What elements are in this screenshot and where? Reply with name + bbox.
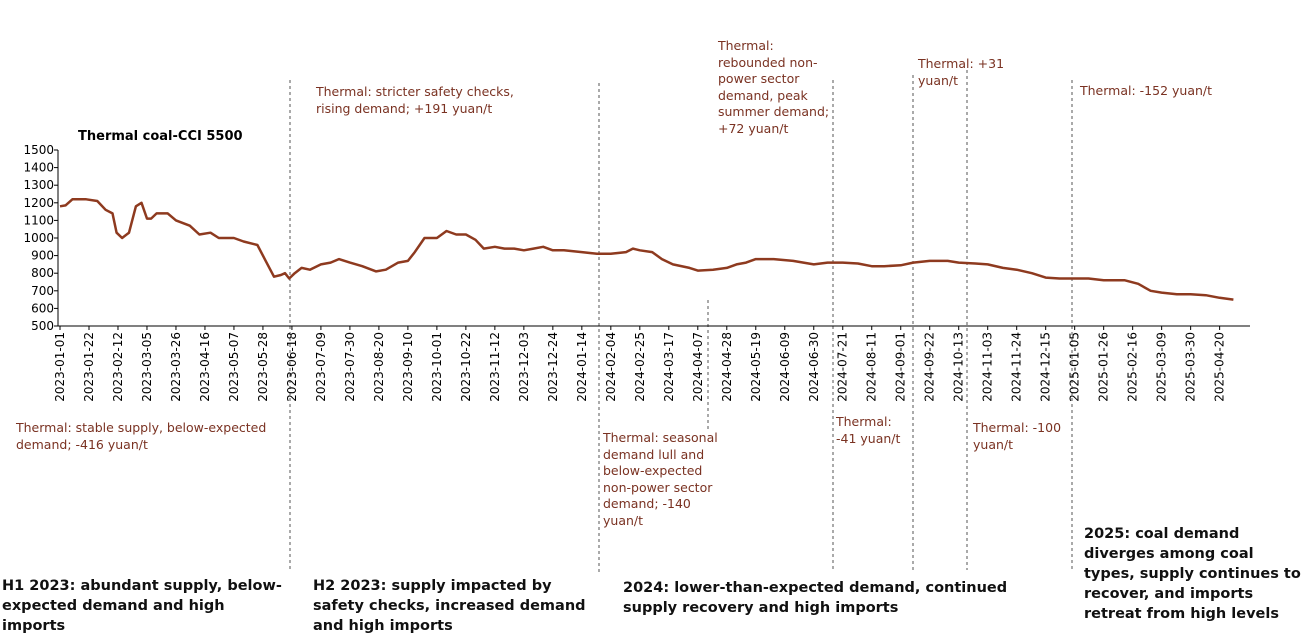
x-tick-label: 2023-01-22: [82, 332, 96, 402]
x-tick-label: 2025-01-26: [1097, 332, 1111, 402]
y-tick-label: 1100: [23, 213, 54, 227]
x-tick-label: 2024-06-09: [778, 332, 792, 402]
y-tick-label: 1300: [23, 178, 54, 192]
x-tick-label: 2023-12-24: [546, 332, 560, 402]
y-tick-label: 1000: [23, 231, 54, 245]
x-tick-label: 2025-04-20: [1213, 332, 1227, 402]
annotation: Thermal: -41 yuan/t: [836, 414, 901, 446]
series-line: [59, 198, 1234, 301]
x-tick-label: 2025-01-05: [1068, 332, 1082, 402]
x-tick-label: 2024-02-25: [633, 332, 647, 402]
x-tick-label: 2023-04-16: [198, 332, 212, 402]
y-tick-label: 1500: [23, 143, 54, 157]
annotation: Thermal: stricter safety checks, rising …: [316, 84, 514, 116]
x-tick-label: 2024-06-30: [807, 332, 821, 402]
period-label: H1 2023: abundant supply, below-expected…: [2, 578, 282, 634]
y-tick-label: 900: [31, 249, 54, 263]
x-tick-label: 2024-04-07: [691, 332, 705, 402]
y-tick-label: 800: [31, 266, 54, 280]
annotation: Thermal: -152 yuan/t: [1080, 83, 1213, 98]
x-tick-label: 2025-02-16: [1126, 332, 1140, 402]
x-tick-label: 2023-05-07: [227, 332, 241, 402]
x-tick-label: 2023-06-18: [285, 332, 299, 402]
x-tick-label: 2023-10-22: [459, 332, 473, 402]
annotation: Thermal: +31 yuan/t: [918, 56, 1005, 88]
x-tick-label: 2024-11-03: [981, 332, 995, 402]
x-tick-label: 2024-10-13: [952, 332, 966, 402]
x-tick-label: 2024-12-15: [1039, 332, 1053, 402]
x-tick-label: 2024-08-11: [865, 332, 879, 402]
x-tick-label: 2023-07-30: [343, 332, 357, 402]
y-tick-label: 700: [31, 284, 54, 298]
period-label: 2024: lower-than-expected demand, contin…: [623, 580, 1008, 616]
x-tick-label: 2023-11-12: [488, 332, 502, 402]
x-tick-label: 2024-07-21: [836, 332, 850, 402]
y-tick-label: 500: [31, 319, 54, 333]
x-tick-label: 2025-03-09: [1155, 332, 1169, 402]
period-label: H2 2023: supply impacted by safety check…: [313, 578, 586, 634]
x-tick-label: 2025-03-30: [1184, 332, 1198, 402]
x-tick-label: 2023-05-28: [256, 332, 270, 402]
x-tick-label: 2023-03-26: [169, 332, 183, 402]
y-tick-label: 1400: [23, 161, 54, 175]
x-tick-label: 2024-09-22: [923, 332, 937, 402]
x-tick-label: 2023-07-09: [314, 332, 328, 402]
x-tick-label: 2024-11-24: [1010, 332, 1024, 402]
x-tick-label: 2024-01-14: [575, 332, 589, 402]
x-tick-label: 2024-09-01: [894, 332, 908, 402]
annotation: Thermal: rebounded non-power sector dema…: [718, 38, 830, 136]
y-tick-label: 600: [31, 301, 54, 315]
annotation: Thermal: -100 yuan/t: [973, 420, 1062, 452]
period-label: 2025: coal demand diverges among coal ty…: [1084, 526, 1301, 622]
x-tick-label: 2024-02-04: [604, 332, 618, 402]
annotation: Thermal: seasonal demand lull and below-…: [603, 430, 718, 528]
x-tick-label: 2023-01-01: [53, 332, 67, 402]
x-tick-label: 2024-05-19: [749, 332, 763, 402]
series-label: Thermal coal-CCI 5500: [78, 129, 243, 144]
x-tick-label: 2023-12-03: [517, 332, 531, 402]
x-tick-label: 2024-03-17: [662, 332, 676, 402]
x-tick-label: 2023-08-20: [372, 332, 386, 402]
x-tick-label: 2023-10-01: [430, 332, 444, 402]
x-tick-label: 2023-02-12: [111, 332, 125, 402]
y-tick-label: 1200: [23, 196, 54, 210]
x-tick-label: 2024-04-28: [720, 332, 734, 402]
annotation: Thermal: stable supply, below-expected d…: [16, 420, 267, 452]
x-tick-label: 2023-09-10: [401, 332, 415, 402]
x-tick-label: 2023-03-05: [140, 332, 154, 402]
